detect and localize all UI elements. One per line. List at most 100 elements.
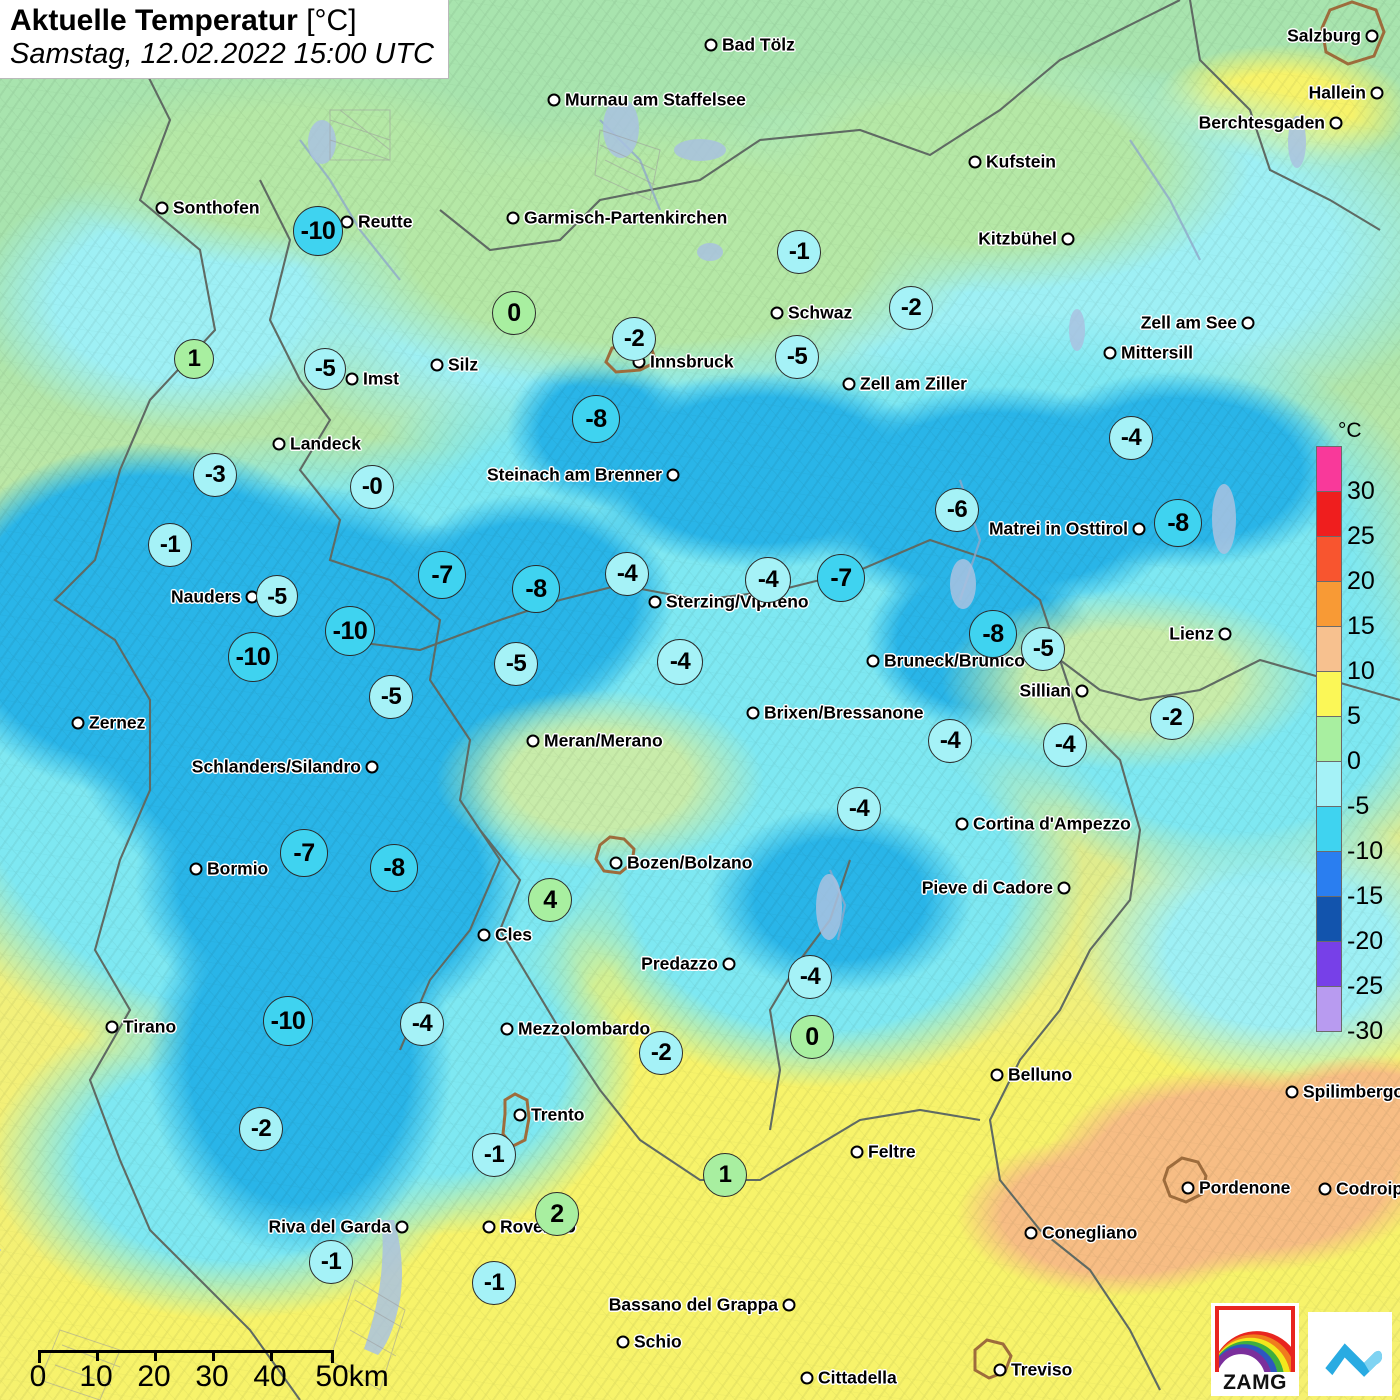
city-marker[interactable] <box>782 1298 796 1312</box>
station-temperature-marker[interactable]: -5 <box>494 642 538 686</box>
city-marker[interactable] <box>770 306 784 320</box>
station-temperature-marker[interactable]: -2 <box>1150 696 1194 740</box>
station-temperature-marker[interactable]: -5 <box>1021 627 1065 671</box>
city-marker[interactable] <box>395 1220 409 1234</box>
station-temperature-marker[interactable]: -1 <box>472 1133 516 1177</box>
station-temperature-marker[interactable]: -5 <box>256 575 298 617</box>
station-temperature-marker[interactable]: -0 <box>350 465 394 509</box>
station-temperature-marker[interactable]: -1 <box>472 1261 516 1305</box>
city-label: Sillian <box>1019 680 1071 701</box>
city-marker[interactable] <box>513 1108 527 1122</box>
station-temperature-marker[interactable]: -2 <box>889 286 933 330</box>
city-marker[interactable] <box>105 1020 119 1034</box>
station-temperature-marker[interactable]: -4 <box>837 787 881 831</box>
city-marker[interactable] <box>1132 522 1146 536</box>
city-marker[interactable] <box>990 1068 1004 1082</box>
station-temperature-marker[interactable]: -10 <box>293 206 343 256</box>
station-temperature-marker[interactable]: -7 <box>280 829 328 877</box>
city-marker[interactable] <box>1285 1085 1299 1099</box>
station-temperature-marker[interactable]: 0 <box>492 291 536 335</box>
station-temperature-marker[interactable]: -8 <box>370 844 418 892</box>
city-marker[interactable] <box>1370 86 1384 100</box>
station-temperature-marker[interactable]: -7 <box>418 551 466 599</box>
city-marker[interactable] <box>1241 316 1255 330</box>
city-marker[interactable] <box>648 595 662 609</box>
city-marker[interactable] <box>616 1335 630 1349</box>
station-temperature-marker[interactable]: -1 <box>309 1240 353 1284</box>
station-temperature-marker[interactable]: -3 <box>193 453 237 497</box>
city-marker[interactable] <box>850 1145 864 1159</box>
station-temperature-marker[interactable]: -10 <box>325 606 375 656</box>
station-temperature-marker[interactable]: -4 <box>928 719 972 763</box>
city-marker[interactable] <box>500 1022 514 1036</box>
city-marker[interactable] <box>666 468 680 482</box>
city-marker[interactable] <box>609 856 623 870</box>
station-temperature-marker[interactable]: -5 <box>304 348 346 390</box>
city-marker[interactable] <box>430 358 444 372</box>
station-temperature-marker[interactable]: -10 <box>263 996 313 1046</box>
city-marker[interactable] <box>1318 1182 1332 1196</box>
station-temperature-marker[interactable]: -1 <box>777 230 821 274</box>
city-marker[interactable] <box>189 862 203 876</box>
city-marker[interactable] <box>800 1371 814 1385</box>
zamg-logo[interactable]: ZAMG <box>1211 1302 1299 1396</box>
station-temperature-marker[interactable]: 4 <box>528 878 572 922</box>
station-temperature-marker[interactable]: -5 <box>775 335 819 379</box>
geosphere-logo[interactable] <box>1308 1312 1392 1396</box>
station-temperature-marker[interactable]: -1 <box>148 523 192 567</box>
city-marker[interactable] <box>365 760 379 774</box>
city-marker[interactable] <box>1329 116 1343 130</box>
city-marker[interactable] <box>477 928 491 942</box>
city-marker[interactable] <box>955 817 969 831</box>
city-marker[interactable] <box>155 201 169 215</box>
station-temperature-marker[interactable]: -2 <box>639 1031 683 1075</box>
station-temperature-marker[interactable]: -4 <box>745 557 791 603</box>
legend-tick-label: -15 <box>1347 882 1384 910</box>
city-marker[interactable] <box>1061 232 1075 246</box>
city-marker[interactable] <box>71 716 85 730</box>
station-temperature-marker[interactable]: -8 <box>969 610 1017 658</box>
city-marker[interactable] <box>1057 881 1071 895</box>
station-temperature-marker[interactable]: 1 <box>174 339 214 379</box>
station-temperature-marker[interactable]: -8 <box>512 565 560 613</box>
city-marker[interactable] <box>482 1220 496 1234</box>
city-marker[interactable] <box>866 654 880 668</box>
station-temperature-marker[interactable]: -4 <box>657 639 703 685</box>
station-temperature-marker[interactable]: 0 <box>790 1015 834 1059</box>
station-temperature-marker[interactable]: -5 <box>369 675 413 719</box>
city-marker[interactable] <box>722 957 736 971</box>
city-marker[interactable] <box>1218 627 1232 641</box>
station-temperature-marker[interactable]: -2 <box>239 1107 283 1151</box>
station-temperature-marker[interactable]: -4 <box>1043 723 1087 767</box>
city-marker[interactable] <box>1365 29 1379 43</box>
station-temperature-marker[interactable]: -6 <box>935 488 979 532</box>
station-temperature-marker[interactable]: -4 <box>788 955 832 999</box>
station-temperature-marker[interactable]: 1 <box>703 1153 747 1197</box>
city-label: Spilimbergo <box>1303 1081 1400 1102</box>
station-temperature-marker[interactable]: -8 <box>1154 499 1202 547</box>
city-marker[interactable] <box>547 93 561 107</box>
title-unit-text: [°C] <box>306 4 357 37</box>
city-marker[interactable] <box>1103 346 1117 360</box>
city-marker[interactable] <box>842 377 856 391</box>
station-temperature-marker[interactable]: 2 <box>535 1192 579 1236</box>
station-temperature-marker[interactable]: -4 <box>1109 416 1153 460</box>
city-marker[interactable] <box>704 38 718 52</box>
station-temperature-marker[interactable]: -10 <box>228 632 278 682</box>
station-temperature-marker[interactable]: -7 <box>817 554 865 602</box>
station-temperature-marker[interactable]: -4 <box>605 552 649 596</box>
scalebar-tick <box>270 1350 273 1361</box>
city-marker[interactable] <box>506 211 520 225</box>
city-marker[interactable] <box>345 372 359 386</box>
city-marker[interactable] <box>1075 684 1089 698</box>
city-marker[interactable] <box>993 1363 1007 1377</box>
station-temperature-marker[interactable]: -4 <box>400 1002 444 1046</box>
city-marker[interactable] <box>526 734 540 748</box>
city-marker[interactable] <box>968 155 982 169</box>
city-marker[interactable] <box>746 706 760 720</box>
station-temperature-marker[interactable]: -8 <box>572 395 620 443</box>
city-marker[interactable] <box>1181 1181 1195 1195</box>
city-marker[interactable] <box>1024 1226 1038 1240</box>
city-marker[interactable] <box>272 437 286 451</box>
station-temperature-marker[interactable]: -2 <box>612 317 656 361</box>
